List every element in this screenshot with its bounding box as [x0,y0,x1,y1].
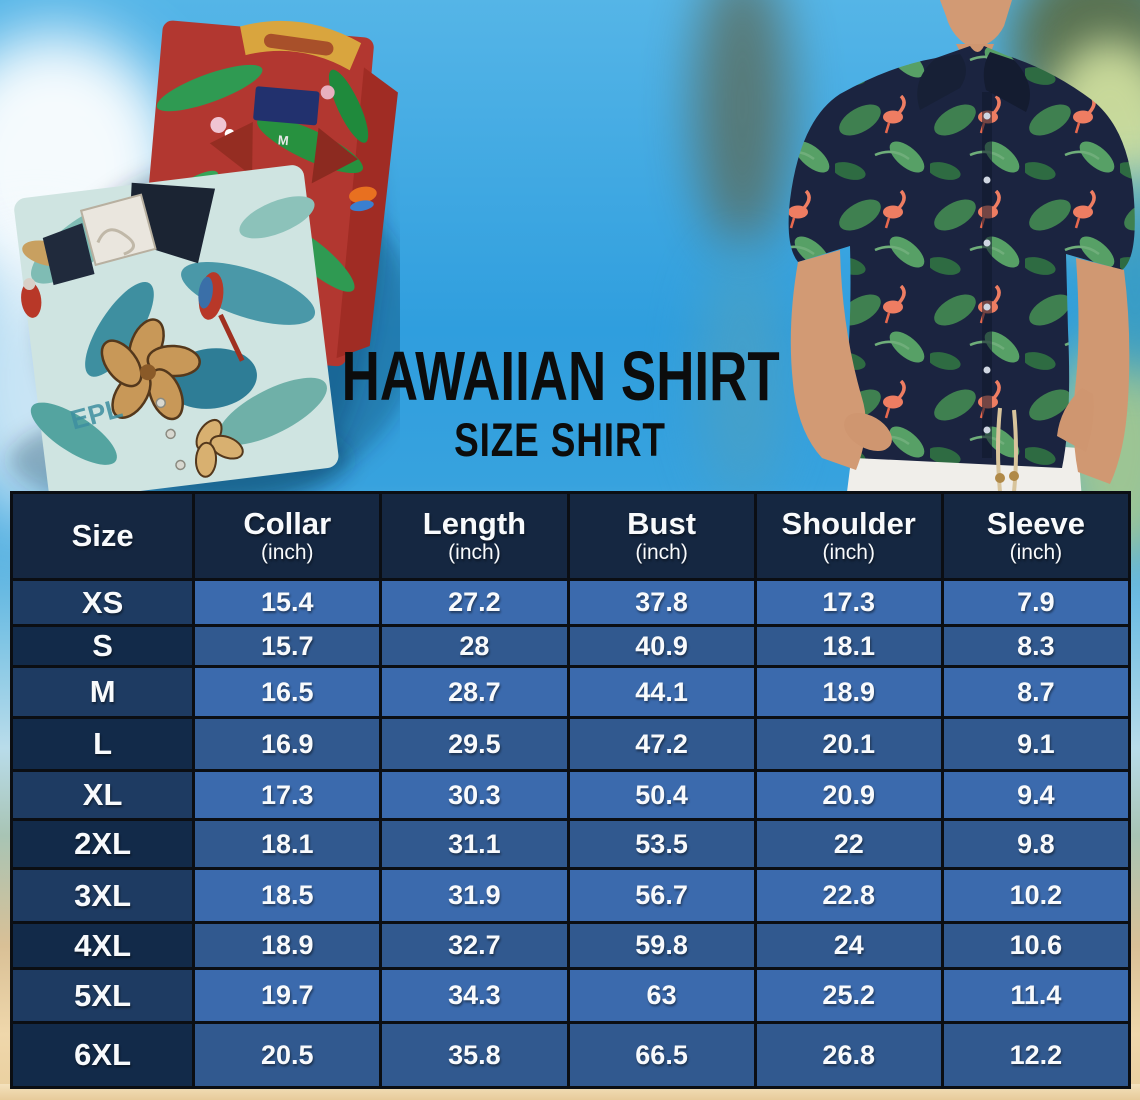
measurement-cell: 40.9 [566,624,757,668]
flamingo-shirt [788,46,1135,468]
col-header-bust: Bust (inch) [566,491,757,581]
measurement-cell: 37.8 [566,578,757,627]
measurement-cell: 16.5 [192,665,383,719]
table-row-s: S 15.7 28 40.9 18.1 8.3 [9,624,1132,668]
measurement-cell: 32.7 [379,921,570,970]
measurement-cell: 28 [379,624,570,668]
measurement-cell: 19.7 [192,967,383,1024]
man-left-arm [790,250,866,470]
table-row-6xl: 6XL 20.5 35.8 66.5 26.8 12.2 [9,1021,1132,1089]
measurement-cell: 16.9 [192,716,383,772]
size-table-body: XS 15.4 27.2 37.8 17.3 7.9 S 15.7 28 40.9 18.1 8.3 M… [9,578,1132,1089]
size-label-cell: L [9,716,196,772]
man-right-arm [1073,258,1130,484]
size-chart-table: Size Collar (inch) Length (inch) Bust (i… [9,491,1132,1089]
measurement-cell: 50.4 [566,769,757,821]
blurred-palm-trunk [695,0,790,250]
size-label-cell: 5XL [9,967,196,1024]
size-label-cell: 3XL [9,867,196,924]
measurement-cell: 15.4 [192,578,383,627]
size-label-cell: XL [9,769,196,821]
measurement-cell: 9.4 [940,769,1132,821]
table-row-2xl: 2XL 18.1 31.1 53.5 22 9.8 [9,818,1132,870]
blurred-sea [700,250,785,500]
measurement-cell: 18.1 [753,624,944,668]
measurement-cell: 8.3 [940,624,1132,668]
table-row-l: L 16.9 29.5 47.2 20.1 9.1 [9,716,1132,772]
measurement-cell: 20.9 [753,769,944,821]
sand-strip [0,1084,1140,1100]
col-header-length: Length (inch) [379,491,570,581]
measurement-cell: 17.3 [192,769,383,821]
size-label-cell: S [9,624,196,668]
table-row-5xl: 5XL 19.7 34.3 63 25.2 11.4 [9,967,1132,1024]
hibiscus-flower [100,318,244,478]
measurement-cell: 59.8 [566,921,757,970]
man-in-flamingo-shirt-image [788,0,1135,500]
table-row-4xl: 4XL 18.9 32.7 59.8 24 10.6 [9,921,1132,970]
measurement-cell: 20.5 [192,1021,383,1089]
measurement-cell: 66.5 [566,1021,757,1089]
measurement-cell: 34.3 [379,967,570,1024]
measurement-cell: 12.2 [940,1021,1132,1089]
measurement-cell: 10.6 [940,921,1132,970]
measurement-cell: 18.9 [753,665,944,719]
table-row-3xl: 3XL 18.5 31.9 56.7 22.8 10.2 [9,867,1132,924]
measurement-cell: 28.7 [379,665,570,719]
man-neck [940,0,1012,48]
measurement-cell: 20.1 [753,716,944,772]
col-header-size: Size [9,491,196,581]
header-row: Size Collar (inch) Length (inch) Bust (i… [9,491,1132,581]
page-title: HAWAIIAN SHIRT [341,338,780,416]
folded-hawaiian-shirts-image: M [10,20,400,500]
measurement-cell: 9.1 [940,716,1132,772]
poster-title-block: HAWAIIAN SHIRT SIZE SHIRT [300,338,820,467]
parrot [21,272,245,362]
measurement-cell: 26.8 [753,1021,944,1089]
col-header-sleeve: Sleeve (inch) [940,491,1132,581]
measurement-cell: 25.2 [753,967,944,1024]
measurement-cell: 15.7 [192,624,383,668]
measurement-cell: 27.2 [379,578,570,627]
table-row-xs: XS 15.4 27.2 37.8 17.3 7.9 [9,578,1132,627]
measurement-cell: 53.5 [566,818,757,870]
size-label-cell: 4XL [9,921,196,970]
measurement-cell: 47.2 [566,716,757,772]
measurement-cell: 31.9 [379,867,570,924]
measurement-cell: 18.9 [192,921,383,970]
measurement-cell: 22.8 [753,867,944,924]
size-label-cell: M [9,665,196,719]
measurement-cell: 30.3 [379,769,570,821]
page-subtitle: SIZE SHIRT [454,414,666,467]
measurement-cell: 18.1 [192,818,383,870]
measurement-cell: 56.7 [566,867,757,924]
size-label-cell: XS [9,578,196,627]
drawstring [996,407,1018,493]
col-header-collar: Collar (inch) [192,491,383,581]
measurement-cell: 63 [566,967,757,1024]
measurement-cell: 7.9 [940,578,1132,627]
measurement-cell: 22 [753,818,944,870]
size-label-cell: 2XL [9,818,196,870]
measurement-cell: 44.1 [566,665,757,719]
svg-text:M: M [277,132,289,148]
measurement-cell: 11.4 [940,967,1132,1024]
table-row-m: M 16.5 28.7 44.1 18.9 8.7 [9,665,1132,719]
table-row-xl: XL 17.3 30.3 50.4 20.9 9.4 [9,769,1132,821]
measurement-cell: 10.2 [940,867,1132,924]
teal-hawaiian-shirt: EPL [14,165,339,500]
size-label-cell: 6XL [9,1021,196,1089]
col-header-shoulder: Shoulder (inch) [753,491,944,581]
measurement-cell: 8.7 [940,665,1132,719]
measurement-cell: 24 [753,921,944,970]
measurement-cell: 17.3 [753,578,944,627]
measurement-cell: 9.8 [940,818,1132,870]
measurement-cell: 31.1 [379,818,570,870]
measurement-cell: 18.5 [192,867,383,924]
measurement-cell: 35.8 [379,1021,570,1089]
measurement-cell: 29.5 [379,716,570,772]
